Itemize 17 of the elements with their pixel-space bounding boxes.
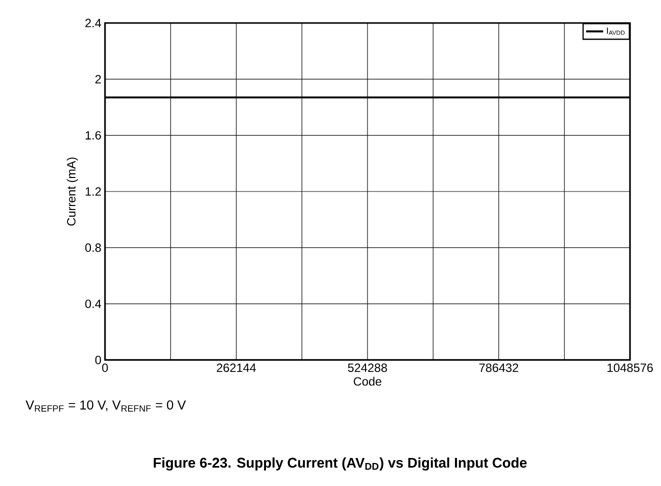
legend-label: I$_{AVDD}$ (607, 28, 625, 35)
y-tick-label: 1.2 (86, 187, 101, 196)
y-tick-label: 2.4 (85, 18, 102, 28)
y-tick-label: 0 (95, 356, 102, 364)
x-tick-label: 1048576 (608, 364, 653, 372)
y-tick-label: 0.8 (85, 243, 101, 252)
x-tick-label: 262144 (216, 364, 256, 372)
y-tick-label: 1.6 (86, 131, 101, 140)
y-tick-label: 2 (95, 74, 101, 84)
x-tick-label: 524288 (348, 364, 387, 372)
x-axis-title: Code (354, 376, 382, 386)
x-tick-label: 0 (102, 364, 108, 372)
text: Figure 6-23. Supply Current (AV$_{DD}$) vs Digital Input Code (154, 457, 527, 471)
y-tick-label: 0.4 (85, 300, 102, 308)
y-axis-title: Current (mA) (66, 158, 78, 226)
x-tick-label: 786432 (479, 364, 518, 372)
text: V$_{REFPF}$ = 10 V, V$_{REFNF}$ = 0 V (26, 400, 186, 412)
